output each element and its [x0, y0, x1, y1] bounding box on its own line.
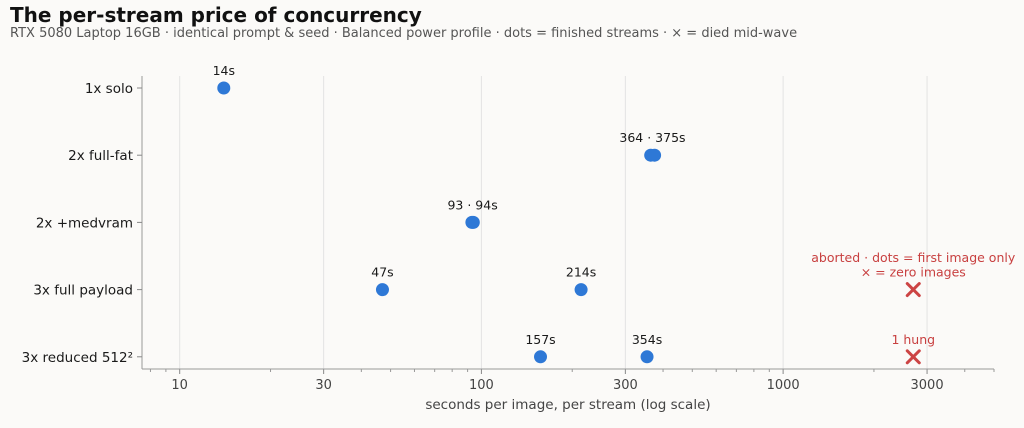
died-stream-marker	[905, 282, 921, 298]
finished-stream-point	[648, 148, 662, 162]
x-tick-label: 100	[469, 378, 494, 393]
annotation-label: × = zero images	[861, 265, 966, 280]
y-category-label: 1x solo	[85, 81, 133, 97]
y-category-label: 3x reduced 512²	[22, 350, 133, 366]
x-gridlines	[179, 76, 928, 369]
x-tick-label: 300	[613, 378, 638, 393]
annotation-label: 1 hung	[891, 332, 935, 347]
died-marker-stroke	[905, 349, 921, 365]
died-marker-stroke	[905, 282, 921, 298]
x-tick-label: 10	[171, 378, 188, 393]
finished-stream-point	[534, 350, 548, 364]
died-stream-marker	[905, 349, 921, 365]
chart-subtitle: RTX 5080 Laptop 16GB · identical prompt …	[10, 26, 798, 41]
chart-title: The per-stream price of concurrency	[10, 3, 422, 27]
x-tick-label: 1000	[767, 378, 800, 393]
finished-stream-point	[217, 81, 231, 95]
x-tick-label: 3000	[911, 378, 944, 393]
y-category-label: 2x full-fat	[68, 148, 133, 164]
y-category-label: 2x +medvram	[36, 215, 133, 231]
finished-stream-point	[466, 215, 480, 229]
data-marks	[217, 81, 921, 365]
data-label: 93 · 94s	[447, 197, 497, 212]
axes: 10 30 100 300 1000 3000 1x solo 2x full-fat 2x +…	[22, 76, 995, 393]
data-label: 214s	[566, 265, 596, 280]
data-label: 14s	[213, 63, 235, 78]
data-label: 364 · 375s	[619, 130, 685, 145]
data-label: 47s	[371, 265, 393, 280]
finished-stream-point	[574, 283, 588, 297]
annotation-label: aborted · dots = first image only	[811, 250, 1016, 265]
data-labels: 14s 364 · 375s 93 · 94s 47s 214s 157s 354s abor…	[213, 63, 1016, 347]
x-tick-label: 30	[315, 378, 332, 393]
data-label: 157s	[525, 332, 555, 347]
finished-stream-point	[640, 350, 654, 364]
y-category-label: 3x full payload	[33, 283, 133, 299]
finished-stream-point	[375, 283, 389, 297]
x-axis-label: seconds per image, per stream (log scale…	[425, 397, 710, 413]
data-label: 354s	[632, 332, 662, 347]
